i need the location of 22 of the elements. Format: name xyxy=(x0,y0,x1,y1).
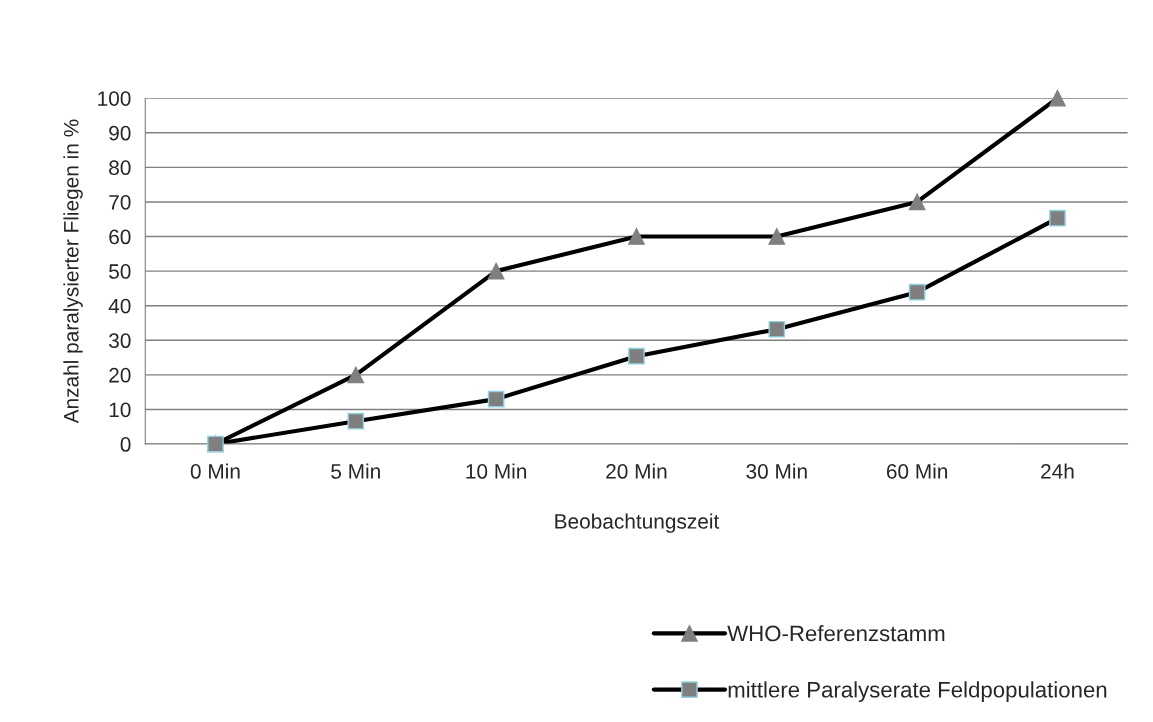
x-tick-label: 20 Min xyxy=(606,463,667,479)
x-tick-label: 30 Min xyxy=(746,463,807,479)
y-tick-label: 40 xyxy=(108,298,131,314)
x-tick-label: 60 Min xyxy=(886,463,948,479)
y-tick-label: 70 xyxy=(109,194,131,210)
x-tick-label: 5 Min xyxy=(331,463,380,479)
y-tick-label: 10 xyxy=(109,402,131,418)
y-tick-label: 20 xyxy=(109,367,131,383)
y-tick-label: 0 xyxy=(120,437,131,452)
y-tick-label: 50 xyxy=(109,264,131,279)
legend-label: mittlere Paralyserate Feldpopulationen xyxy=(728,681,1107,702)
x-tick-label: 0 Min xyxy=(190,463,240,479)
y-tick-label: 90 xyxy=(109,125,131,141)
x-axis-title: Beobachtungszeit xyxy=(555,513,720,533)
x-tick-label: 24h xyxy=(1041,463,1074,479)
y-tick-label: 60 xyxy=(109,229,131,245)
y-axis-title: Anzahl paralysierter Fliegen in % xyxy=(63,119,83,424)
y-tick-label: 80 xyxy=(109,160,131,176)
y-tick-label: 100 xyxy=(98,91,131,106)
y-tick-label: 30 xyxy=(109,333,131,349)
legend-label: WHO-Referenzstamm xyxy=(727,625,945,642)
x-tick-label: 10 Min xyxy=(466,463,527,479)
